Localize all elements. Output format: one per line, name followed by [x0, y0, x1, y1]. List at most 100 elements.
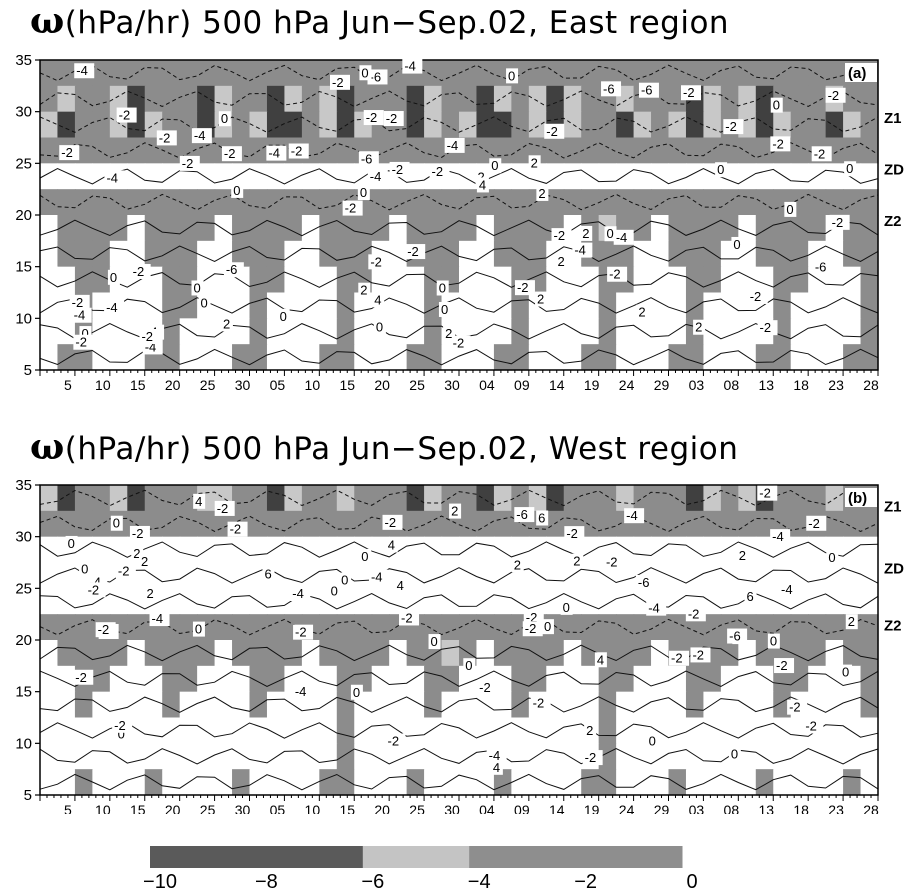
field-cell [808, 215, 827, 242]
field-cell [511, 189, 530, 216]
field-cell [651, 614, 670, 641]
contour-label-bg [535, 291, 548, 307]
field-cell [441, 189, 460, 216]
x-tick-label: 09 [514, 802, 530, 814]
contour-line [39, 193, 879, 211]
contour-label: -4 [145, 339, 157, 354]
colorbar-tick-label: −2 [574, 871, 597, 890]
field-cell [459, 717, 478, 744]
field-cell [703, 769, 722, 796]
field-cell [144, 769, 163, 796]
contour-label: -4 [194, 128, 206, 143]
field-cell [528, 111, 547, 139]
field-cell [703, 665, 722, 693]
field-cell [668, 717, 687, 744]
contour-label: -4 [489, 748, 501, 763]
field-cell [249, 85, 268, 113]
contour-label-bg [463, 658, 476, 674]
contour-label: -4 [404, 59, 416, 74]
field-cell [720, 215, 739, 242]
field-cell [790, 536, 809, 564]
field-cell [563, 318, 582, 345]
field-cell [354, 769, 373, 796]
field-cell [162, 485, 181, 512]
field-cell [808, 691, 827, 719]
contour-label-bg [342, 200, 363, 216]
field-cell [720, 189, 739, 216]
field-cell [668, 485, 687, 512]
field-cell [685, 665, 705, 693]
field-cell [57, 665, 76, 693]
contour-label-bg [594, 652, 607, 668]
field-cell [668, 292, 687, 319]
contour-label: 0 [842, 665, 849, 680]
field-cell [319, 137, 338, 164]
field-cell [755, 743, 774, 770]
field-cell [633, 137, 652, 164]
contour-label-bg [731, 236, 744, 252]
contour-label: 2 [445, 326, 452, 341]
contour-label: 0 [731, 746, 738, 761]
field-cell [389, 769, 408, 796]
field-cell [92, 769, 111, 796]
field-cell [790, 215, 809, 242]
contour-label-bg [290, 586, 311, 602]
field-cell [389, 588, 408, 615]
field-cell [336, 510, 355, 538]
contour-label-bg [218, 111, 231, 127]
contour-label-bg [747, 288, 768, 304]
field-cell [354, 743, 373, 770]
contour-label-bg [555, 253, 568, 269]
field-cell [790, 485, 809, 512]
field-cell [825, 292, 844, 319]
field-cell [528, 485, 547, 512]
field-cell [790, 344, 809, 371]
omega-field [40, 485, 879, 796]
panel-a-title-text: (hPa/hr) 500 hPa Jun−Sep.02, East region [64, 5, 730, 41]
contour-label: -2 [230, 522, 242, 537]
field-cell [476, 266, 495, 294]
field-cell [266, 163, 286, 190]
field-cell [493, 215, 512, 242]
field-cell [459, 60, 478, 87]
field-cell [598, 665, 617, 693]
field-cell [319, 485, 338, 512]
field-cell [266, 510, 286, 538]
field-cell [74, 137, 93, 164]
field-cell [406, 743, 425, 770]
contour-label: -4 [626, 508, 638, 523]
contour-label: 0 [194, 280, 201, 295]
field-cell [249, 665, 268, 693]
field-cell [127, 344, 146, 371]
field-cell [179, 640, 198, 667]
field-cell [860, 665, 879, 693]
contour-label: -2 [88, 582, 100, 597]
field-cell [284, 717, 303, 744]
field-cell [790, 743, 809, 770]
field-cell [214, 536, 233, 564]
field-cell [755, 588, 774, 615]
contour-label: 0 [770, 634, 777, 649]
field-cell [755, 85, 774, 113]
field-cell [685, 344, 705, 371]
field-cell [511, 640, 530, 667]
contour-label: 0 [331, 584, 338, 599]
field-cell [616, 318, 635, 345]
field-cell [616, 111, 635, 139]
zone-label: Z2 [884, 618, 902, 635]
field-cell [301, 60, 320, 87]
field-cell [319, 318, 338, 345]
x-tick-label: 05 [270, 802, 286, 814]
field-cell [598, 510, 617, 538]
field-cell [197, 318, 216, 345]
field-cell [651, 691, 670, 719]
field-cell [424, 137, 443, 164]
contour-label: -6 [603, 81, 615, 96]
contour-label: -2 [118, 564, 130, 579]
field-cell [424, 189, 443, 216]
field-cell [633, 665, 652, 693]
field-cell [843, 691, 862, 719]
field-cell [459, 85, 478, 113]
contour-label: -2 [392, 162, 404, 177]
field-cell [808, 189, 827, 216]
